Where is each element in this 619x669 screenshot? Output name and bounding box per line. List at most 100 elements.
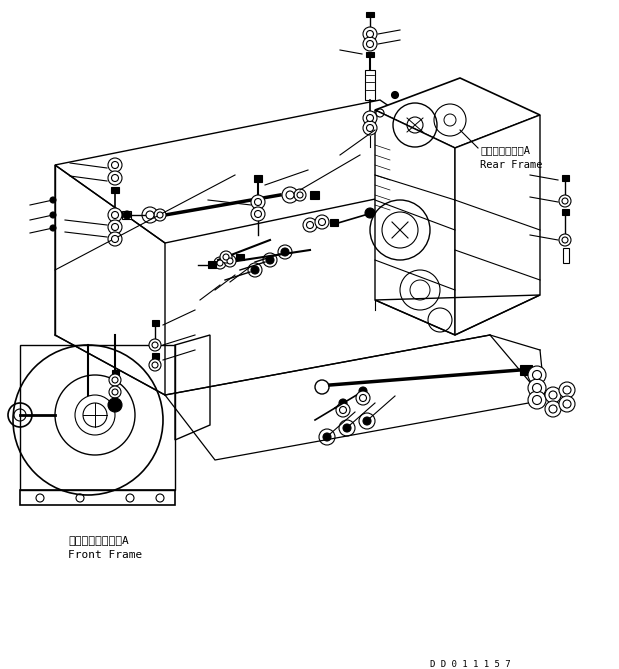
Circle shape xyxy=(559,382,575,398)
Circle shape xyxy=(223,254,229,260)
Circle shape xyxy=(251,266,259,274)
Circle shape xyxy=(109,386,121,398)
Bar xyxy=(330,219,338,226)
Circle shape xyxy=(563,400,571,408)
Bar xyxy=(562,209,569,215)
Circle shape xyxy=(142,207,158,223)
Circle shape xyxy=(108,208,122,222)
Circle shape xyxy=(251,207,265,221)
Circle shape xyxy=(108,398,122,412)
Circle shape xyxy=(336,403,350,417)
Bar xyxy=(152,353,159,359)
Circle shape xyxy=(549,391,557,399)
Circle shape xyxy=(146,211,154,219)
Circle shape xyxy=(559,234,571,246)
Circle shape xyxy=(111,175,118,181)
Polygon shape xyxy=(375,110,455,335)
Circle shape xyxy=(254,199,261,205)
Circle shape xyxy=(559,195,571,207)
Circle shape xyxy=(152,342,158,348)
Circle shape xyxy=(281,248,289,256)
Text: D D 0 1 1 1 5 7: D D 0 1 1 1 5 7 xyxy=(430,660,511,669)
Circle shape xyxy=(366,124,373,132)
Circle shape xyxy=(297,192,303,198)
Text: Rear Frame: Rear Frame xyxy=(480,160,542,170)
Circle shape xyxy=(323,433,331,441)
Circle shape xyxy=(528,379,546,397)
Circle shape xyxy=(339,407,347,413)
Circle shape xyxy=(214,257,226,269)
Circle shape xyxy=(294,189,306,201)
Circle shape xyxy=(365,208,375,218)
Text: Front Frame: Front Frame xyxy=(68,550,142,560)
Circle shape xyxy=(563,386,571,394)
Circle shape xyxy=(227,258,233,264)
Circle shape xyxy=(559,396,575,412)
Circle shape xyxy=(545,401,561,417)
Circle shape xyxy=(319,219,326,225)
Circle shape xyxy=(532,383,542,393)
Bar xyxy=(365,70,375,100)
Bar xyxy=(366,12,374,17)
Circle shape xyxy=(528,391,546,409)
Circle shape xyxy=(303,218,317,232)
Circle shape xyxy=(363,27,377,41)
Circle shape xyxy=(363,121,377,135)
Circle shape xyxy=(224,255,236,267)
Circle shape xyxy=(111,161,118,169)
Circle shape xyxy=(562,198,568,204)
Bar xyxy=(563,248,569,263)
Circle shape xyxy=(111,211,118,219)
Circle shape xyxy=(366,41,373,47)
Circle shape xyxy=(108,171,122,185)
Circle shape xyxy=(562,237,568,243)
Circle shape xyxy=(109,374,121,386)
Circle shape xyxy=(366,31,373,37)
Circle shape xyxy=(306,221,313,229)
Circle shape xyxy=(360,395,366,401)
Bar xyxy=(520,365,532,375)
Circle shape xyxy=(356,391,370,405)
Bar xyxy=(562,175,569,181)
Circle shape xyxy=(123,211,131,219)
Polygon shape xyxy=(375,78,540,148)
Circle shape xyxy=(251,195,265,209)
Circle shape xyxy=(217,260,223,266)
Polygon shape xyxy=(455,115,540,335)
Bar xyxy=(112,370,119,375)
Circle shape xyxy=(528,366,546,384)
Circle shape xyxy=(549,405,557,413)
Bar xyxy=(122,211,131,219)
Bar xyxy=(111,187,119,193)
Circle shape xyxy=(363,37,377,51)
Bar xyxy=(152,320,159,326)
Circle shape xyxy=(111,223,118,231)
Circle shape xyxy=(532,395,542,405)
Circle shape xyxy=(532,371,542,379)
Circle shape xyxy=(286,191,294,199)
Circle shape xyxy=(366,114,373,122)
Circle shape xyxy=(50,197,56,203)
Bar xyxy=(236,254,244,260)
Circle shape xyxy=(359,387,367,395)
Circle shape xyxy=(315,215,329,229)
Text: リヤーフレームA: リヤーフレームA xyxy=(480,145,530,155)
Circle shape xyxy=(266,256,274,264)
Bar xyxy=(254,175,262,182)
Circle shape xyxy=(154,209,166,221)
Circle shape xyxy=(254,211,261,217)
Circle shape xyxy=(391,92,399,98)
Circle shape xyxy=(363,111,377,125)
Circle shape xyxy=(149,359,161,371)
Bar xyxy=(208,261,216,268)
Circle shape xyxy=(111,235,118,242)
Circle shape xyxy=(157,212,163,218)
Bar xyxy=(310,191,319,199)
Circle shape xyxy=(108,158,122,172)
Circle shape xyxy=(112,389,118,395)
Circle shape xyxy=(152,362,158,368)
Circle shape xyxy=(108,232,122,246)
Circle shape xyxy=(149,339,161,351)
Circle shape xyxy=(363,417,371,425)
Circle shape xyxy=(112,377,118,383)
